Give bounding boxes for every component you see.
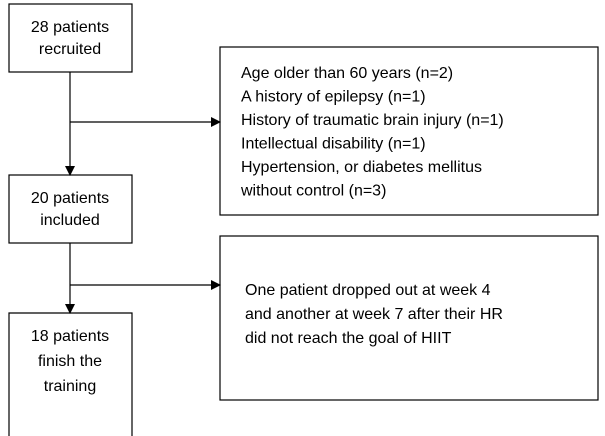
node-text: A history of epilepsy (n=1) bbox=[241, 89, 426, 106]
node-text: did not reach the goal of HIIT bbox=[245, 330, 452, 347]
node-text: included bbox=[40, 212, 100, 229]
box bbox=[8, 3, 133, 73]
node-text: 20 patients bbox=[31, 190, 109, 207]
node-text: finish the bbox=[38, 353, 102, 370]
node-text: 28 patients bbox=[31, 19, 109, 36]
node-text: without control (n=3) bbox=[240, 183, 386, 200]
box bbox=[219, 235, 599, 401]
node-text: Age older than 60 years (n=2) bbox=[241, 65, 453, 82]
box bbox=[219, 46, 599, 216]
node-text: and another at week 7 after their HR bbox=[245, 306, 503, 323]
node-text: One patient dropped out at week 4 bbox=[245, 282, 491, 299]
node-text: History of traumatic brain injury (n=1) bbox=[241, 112, 504, 129]
node-text: recruited bbox=[39, 41, 101, 58]
node-text: Hypertension, or diabetes mellitus bbox=[241, 159, 482, 176]
box bbox=[8, 174, 133, 244]
node-text: Intellectual disability (n=1) bbox=[241, 136, 426, 153]
node-text: 18 patients bbox=[31, 328, 109, 345]
node-text: training bbox=[44, 378, 96, 395]
